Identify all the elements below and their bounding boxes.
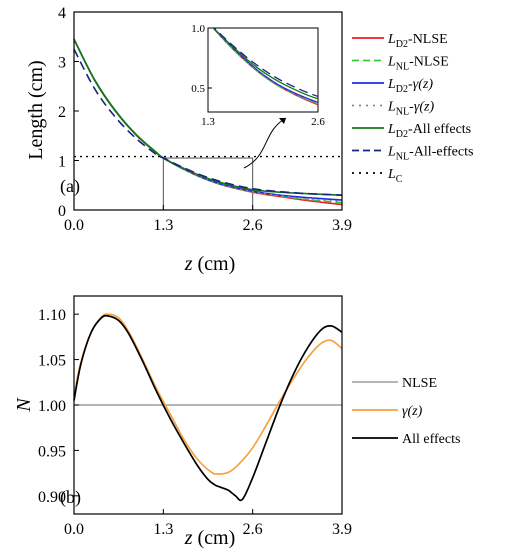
panel-a: 0.0 1.3 2.6 3.9 0 1 2 3 4 (a) Length (cm) z (cm… xyxy=(25,5,473,275)
y-tick-label: 4 xyxy=(58,5,66,22)
legend-label: LNL-γ(z) xyxy=(387,100,434,118)
inset-lines xyxy=(212,28,318,106)
inset-x-tick-label: 2.6 xyxy=(311,116,325,128)
inset-series xyxy=(212,28,318,106)
inset-ticks: 1.3 2.6 0.5 1.0 xyxy=(191,23,325,128)
legend-entry-1: LNL-NLSE xyxy=(352,55,449,73)
panel-b: 0.0 1.3 2.6 3.9 0.900.951.001.051.10 (b) N … xyxy=(13,295,460,549)
n-series-line-1 xyxy=(73,313,343,475)
panel-a-legend: LD2-NLSE LNL-NLSE LD2-γ(z) LNL-γ(z) LD2-All … xyxy=(352,32,473,185)
x-axis-var: z xyxy=(184,253,193,275)
panel-a-y-axis-label: Length (cm) xyxy=(25,60,47,159)
x-tick-label: 3.9 xyxy=(332,217,352,234)
inset-arrow-head xyxy=(279,118,286,124)
x-tick-label: 2.6 xyxy=(243,521,263,538)
panel-a-y-ticks: 0 1 2 3 4 xyxy=(58,5,79,220)
y-tick-label: 0.95 xyxy=(38,443,66,460)
legend-label: LNL-All-effects xyxy=(387,145,473,163)
legend-entry-b-0: NLSE xyxy=(352,376,437,391)
y-tick-label: 1.10 xyxy=(38,307,66,324)
y-tick-label: 2 xyxy=(58,104,66,121)
y-tick-label: 1 xyxy=(58,154,66,171)
series-line-3 xyxy=(73,38,343,203)
panel-a-inset: 1.3 2.6 0.5 1.0 xyxy=(191,23,325,128)
x-tick-label: 0.0 xyxy=(64,521,84,538)
panel-b-x-ticks: 0.0 1.3 2.6 3.9 xyxy=(64,509,352,538)
legend-entry-0: LD2-NLSE xyxy=(352,32,448,50)
legend-label: NLSE xyxy=(402,376,437,391)
y-tick-label: 1.00 xyxy=(38,398,66,415)
x-tick-label: 3.9 xyxy=(332,521,352,538)
legend-entry-6: LC xyxy=(352,167,403,185)
legend-label: LC xyxy=(387,167,403,185)
x-tick-label: 1.3 xyxy=(153,521,173,538)
legend-entry-b-1: γ(z) xyxy=(352,404,423,419)
x-tick-label: 2.6 xyxy=(243,217,263,234)
legend-entry-5: LNL-All-effects xyxy=(352,145,473,163)
inset-y-tick-label: 0.5 xyxy=(191,83,205,95)
inset-series-line-4 xyxy=(212,28,318,100)
inset-y-tick-label: 1.0 xyxy=(191,23,205,35)
legend-entry-b-2: All effects xyxy=(352,432,460,447)
x-tick-label: 1.3 xyxy=(153,217,173,234)
panel-a-series xyxy=(73,38,343,206)
x-tick-label: 0.0 xyxy=(64,217,84,234)
panel-b-legend: NLSE γ(z) All effects xyxy=(352,376,460,447)
y-tick-label: 3 xyxy=(58,55,66,72)
n-series-line-2 xyxy=(73,314,343,502)
panel-b-x-axis-label: z (cm) xyxy=(184,527,236,549)
panel-b-y-ticks: 0.90 0.95 1.00 1.05 1.10 xyxy=(38,307,79,506)
inset-series-line-0 xyxy=(212,28,318,106)
panel-a-x-axis-label: z (cm) xyxy=(184,253,236,275)
series-line-4 xyxy=(73,38,343,196)
legend-label: LD2-NLSE xyxy=(387,32,448,50)
panel-a-label: (a) xyxy=(60,176,80,197)
legend-label: LD2-γ(z) xyxy=(387,77,433,95)
panel-b-y-axis-label: N xyxy=(13,397,35,413)
legend-entry-2: LD2-γ(z) xyxy=(352,77,433,95)
inset-x-tick-label: 1.3 xyxy=(201,116,215,128)
legend-label: γ(z) xyxy=(402,404,423,419)
panel-a-x-ticks: 0.0 1.3 2.6 3.9 xyxy=(64,205,352,234)
legend-label: LD2-All effects xyxy=(387,122,471,140)
x-axis-var-b: z xyxy=(184,527,193,549)
legend-label: All effects xyxy=(402,432,460,447)
legend-entry-4: LD2-All effects xyxy=(352,122,471,140)
inset-arrow xyxy=(243,117,287,169)
y-tick-label: 0 xyxy=(58,203,66,220)
y-tick-label: 0.90 xyxy=(38,489,66,506)
legend-entry-3: LNL-γ(z) xyxy=(352,100,434,118)
inset-series-line-2 xyxy=(212,28,318,104)
legend-label: LNL-NLSE xyxy=(387,55,449,73)
panel-b-series xyxy=(73,313,343,502)
panel-b-label: (b) xyxy=(60,487,81,508)
y-tick-label: 1.05 xyxy=(38,353,66,370)
